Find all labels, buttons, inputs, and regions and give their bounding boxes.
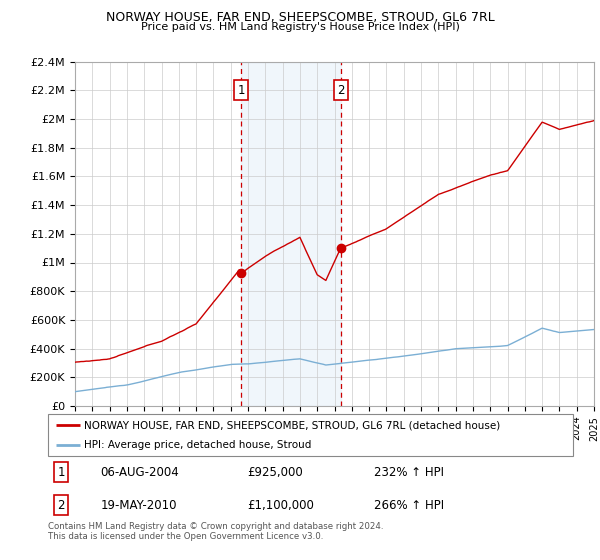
Text: 19-MAY-2010: 19-MAY-2010: [101, 498, 177, 512]
Text: 232% ↑ HPI: 232% ↑ HPI: [373, 465, 443, 479]
Text: NORWAY HOUSE, FAR END, SHEEPSCOMBE, STROUD, GL6 7RL (detached house): NORWAY HOUSE, FAR END, SHEEPSCOMBE, STRO…: [84, 421, 500, 430]
Text: 2: 2: [337, 84, 344, 97]
Text: 1: 1: [58, 465, 65, 479]
Text: 266% ↑ HPI: 266% ↑ HPI: [373, 498, 443, 512]
Bar: [241, 62, 341, 406]
Text: Price paid vs. HM Land Registry's House Price Index (HPI): Price paid vs. HM Land Registry's House …: [140, 22, 460, 32]
Text: 2: 2: [58, 498, 65, 512]
Text: NORWAY HOUSE, FAR END, SHEEPSCOMBE, STROUD, GL6 7RL: NORWAY HOUSE, FAR END, SHEEPSCOMBE, STRO…: [106, 11, 494, 24]
Text: 1: 1: [238, 84, 245, 97]
Text: HPI: Average price, detached house, Stroud: HPI: Average price, detached house, Stro…: [84, 441, 311, 450]
Text: Contains HM Land Registry data © Crown copyright and database right 2024.
This d: Contains HM Land Registry data © Crown c…: [48, 522, 383, 542]
Text: 06-AUG-2004: 06-AUG-2004: [101, 465, 179, 479]
Text: £925,000: £925,000: [248, 465, 303, 479]
Text: £1,100,000: £1,100,000: [248, 498, 314, 512]
FancyBboxPatch shape: [48, 414, 573, 456]
